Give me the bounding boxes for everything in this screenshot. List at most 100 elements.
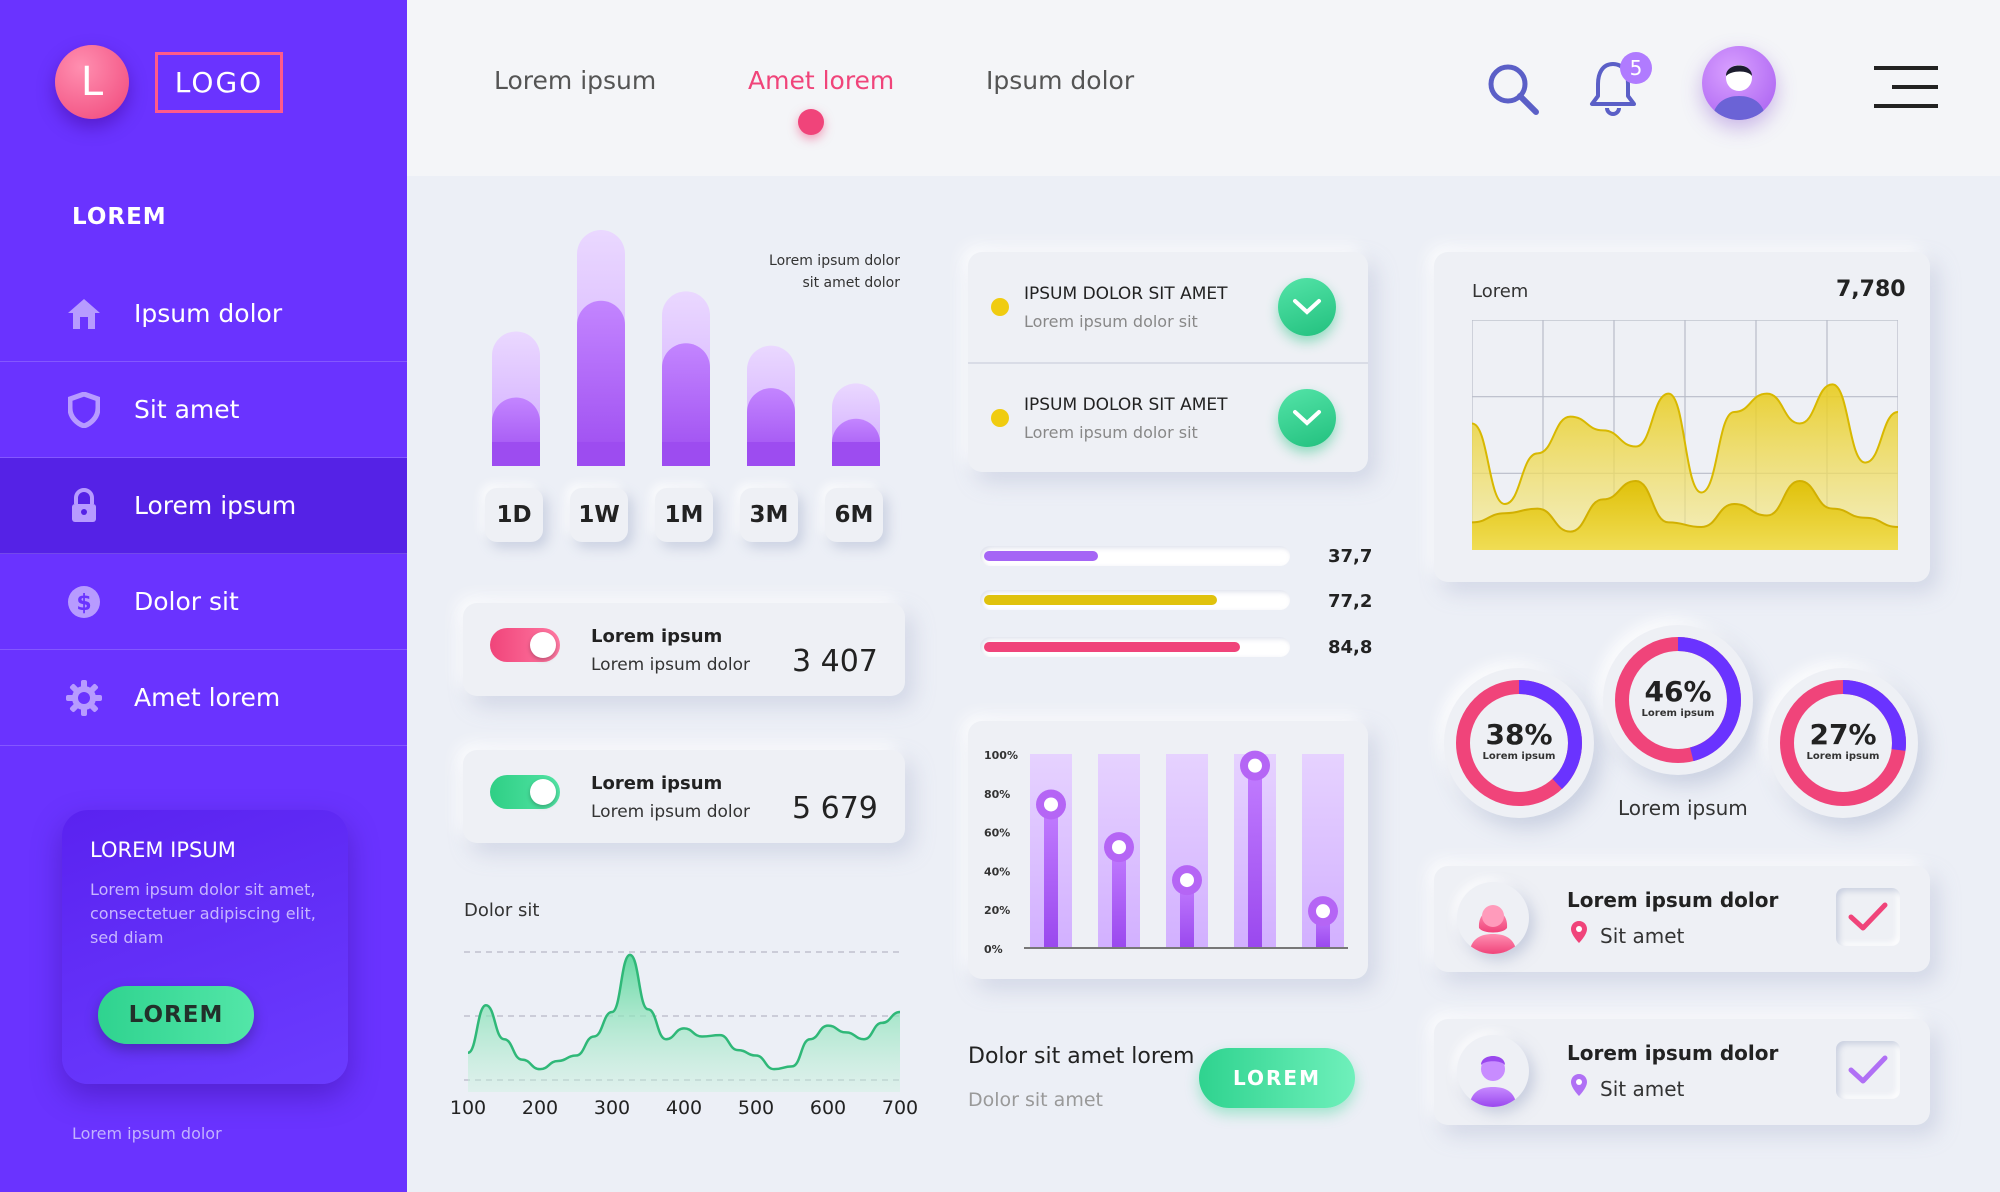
donut-center: 27% Lorem ipsum — [1768, 718, 1918, 762]
bar-base — [832, 442, 880, 466]
period-1d-button[interactable]: 1D — [485, 488, 543, 542]
donut-caption: Lorem ipsum — [1618, 796, 1748, 820]
progress-value: 77,2 — [1328, 591, 1373, 612]
bar-chart-note: Lorem ipsum dolor sit amet dolor — [740, 250, 900, 294]
x-tick-label: 100 — [450, 1097, 486, 1119]
cta-button[interactable]: LOREM — [1199, 1048, 1355, 1108]
stat-toggle[interactable] — [490, 628, 560, 662]
progress-bar — [980, 590, 1290, 610]
progress-bar — [980, 637, 1290, 657]
status-dot — [991, 298, 1009, 316]
active-tab-indicator — [798, 109, 824, 135]
donut-chart: 46% Lorem ipsum — [1603, 625, 1753, 775]
logo-text: LOGO — [155, 52, 283, 113]
checkmark-icon — [1848, 902, 1888, 931]
x-tick-label: 400 — [666, 1097, 702, 1119]
search-icon[interactable] — [1486, 62, 1542, 118]
line-area — [468, 954, 900, 1092]
person-checkbox[interactable] — [1836, 888, 1900, 946]
donut-hole — [1471, 695, 1567, 791]
home-icon — [62, 292, 106, 336]
status-dot — [991, 409, 1009, 427]
donut-hole — [1630, 652, 1726, 748]
tab-amet-lorem[interactable]: Amet lorem — [748, 66, 895, 95]
bar-base — [662, 442, 710, 466]
lollipop-head-center — [1044, 797, 1058, 812]
avatar[interactable] — [1702, 46, 1776, 120]
donut-chart: 27% Lorem ipsum — [1768, 668, 1918, 818]
person-name: Lorem ipsum dolor — [1567, 888, 1779, 912]
donut-value — [1456, 680, 1582, 806]
avatar — [1457, 882, 1529, 954]
tab-lorem-ipsum[interactable]: Lorem ipsum — [494, 66, 657, 95]
logo-mark: L — [55, 45, 129, 119]
tab-ipsum-dolor[interactable]: Ipsum dolor — [986, 66, 1135, 95]
promo-text: Lorem ipsum dolor sit amet, consectetuer… — [90, 880, 316, 947]
sidebar-item-sit-amet[interactable]: Sit amet — [0, 362, 407, 458]
check-button[interactable] — [1278, 278, 1336, 336]
donut-center: 46% Lorem ipsum — [1603, 675, 1753, 719]
avatar — [1457, 1035, 1529, 1107]
progress-fill — [984, 595, 1218, 605]
x-tick-label: 600 — [810, 1097, 846, 1119]
donut-value — [1780, 680, 1906, 806]
stat-value: 3 407 — [792, 644, 878, 679]
stat-title: Lorem ipsum — [591, 626, 723, 647]
svg-text:$: $ — [76, 591, 91, 616]
x-tick-label: 200 — [522, 1097, 558, 1119]
lollipop-stem — [1180, 880, 1194, 948]
period-3m-button[interactable]: 3M — [740, 488, 798, 542]
stat-toggle[interactable] — [490, 775, 560, 809]
checkmark-icon — [1848, 1055, 1888, 1084]
bar-chart-note-line1: Lorem ipsum dolor — [769, 253, 900, 269]
lollipop-stem — [1248, 765, 1262, 948]
location-pin-icon — [1571, 921, 1587, 943]
promo-button[interactable]: LOREM — [98, 986, 254, 1044]
donut-center: 38% Lorem ipsum — [1444, 718, 1594, 762]
sidebar-heading: LOREM — [72, 204, 167, 230]
bar-base — [747, 442, 795, 466]
donut-value — [1615, 637, 1741, 763]
area-series-line — [1472, 479, 1898, 533]
menu-icon[interactable] — [1874, 66, 1938, 110]
period-6m-button[interactable]: 6M — [825, 488, 883, 542]
divider — [968, 362, 1368, 364]
donut-hole — [1795, 695, 1891, 791]
area-series — [1472, 481, 1898, 550]
person-name: Lorem ipsum dolor — [1567, 1041, 1779, 1065]
lollipop-head-center — [1248, 758, 1262, 773]
cta-subtitle: Dolor sit amet — [968, 1089, 1103, 1111]
donut-percent: 38% — [1485, 718, 1553, 751]
donut-label: Lorem ipsum — [1806, 751, 1880, 762]
donut-ring — [1615, 637, 1741, 763]
sidebar-item-amet-lorem[interactable]: Amet lorem — [0, 650, 407, 746]
checklist-item-subtitle: Lorem ipsum dolor sit — [1024, 312, 1198, 331]
lollipop-head-center — [1180, 873, 1194, 888]
promo-card: LOREM IPSUM Lorem ipsum dolor sit amet, … — [62, 810, 348, 1084]
location-pin-icon — [1571, 1074, 1587, 1096]
y-tick-label: 60% — [984, 827, 1010, 840]
lock-icon — [62, 484, 106, 528]
toggle-knob — [530, 779, 556, 805]
lollipop-head-center — [1316, 904, 1330, 919]
person-checkbox[interactable] — [1836, 1041, 1900, 1099]
cta-title: Dolor sit amet lorem — [968, 1044, 1195, 1069]
period-1w-button[interactable]: 1W — [570, 488, 628, 542]
sidebar-item-label: Ipsum dolor — [134, 299, 283, 328]
sidebar-item-lorem-ipsum[interactable]: Lorem ipsum — [0, 458, 407, 554]
y-tick-label: 100% — [984, 749, 1018, 762]
sidebar-item-dolor-sit[interactable]: $ Dolor sit — [0, 554, 407, 650]
check-button[interactable] — [1278, 389, 1336, 447]
sidebar-item-ipsum-dolor[interactable]: Ipsum dolor — [0, 266, 407, 362]
person-location: Sit amet — [1600, 1077, 1685, 1101]
donut-percent: 46% — [1644, 675, 1712, 708]
period-1m-button[interactable]: 1M — [655, 488, 713, 542]
progress-value: 37,7 — [1328, 546, 1373, 567]
lollipop-head-center — [1112, 840, 1126, 855]
y-tick-label: 0% — [984, 943, 1003, 956]
chevron-down-icon — [1293, 299, 1321, 315]
sidebar-item-label: Lorem ipsum — [134, 491, 297, 520]
donut-ring — [1780, 680, 1906, 806]
progress-fill — [984, 551, 1098, 561]
person-location: Sit amet — [1600, 924, 1685, 948]
